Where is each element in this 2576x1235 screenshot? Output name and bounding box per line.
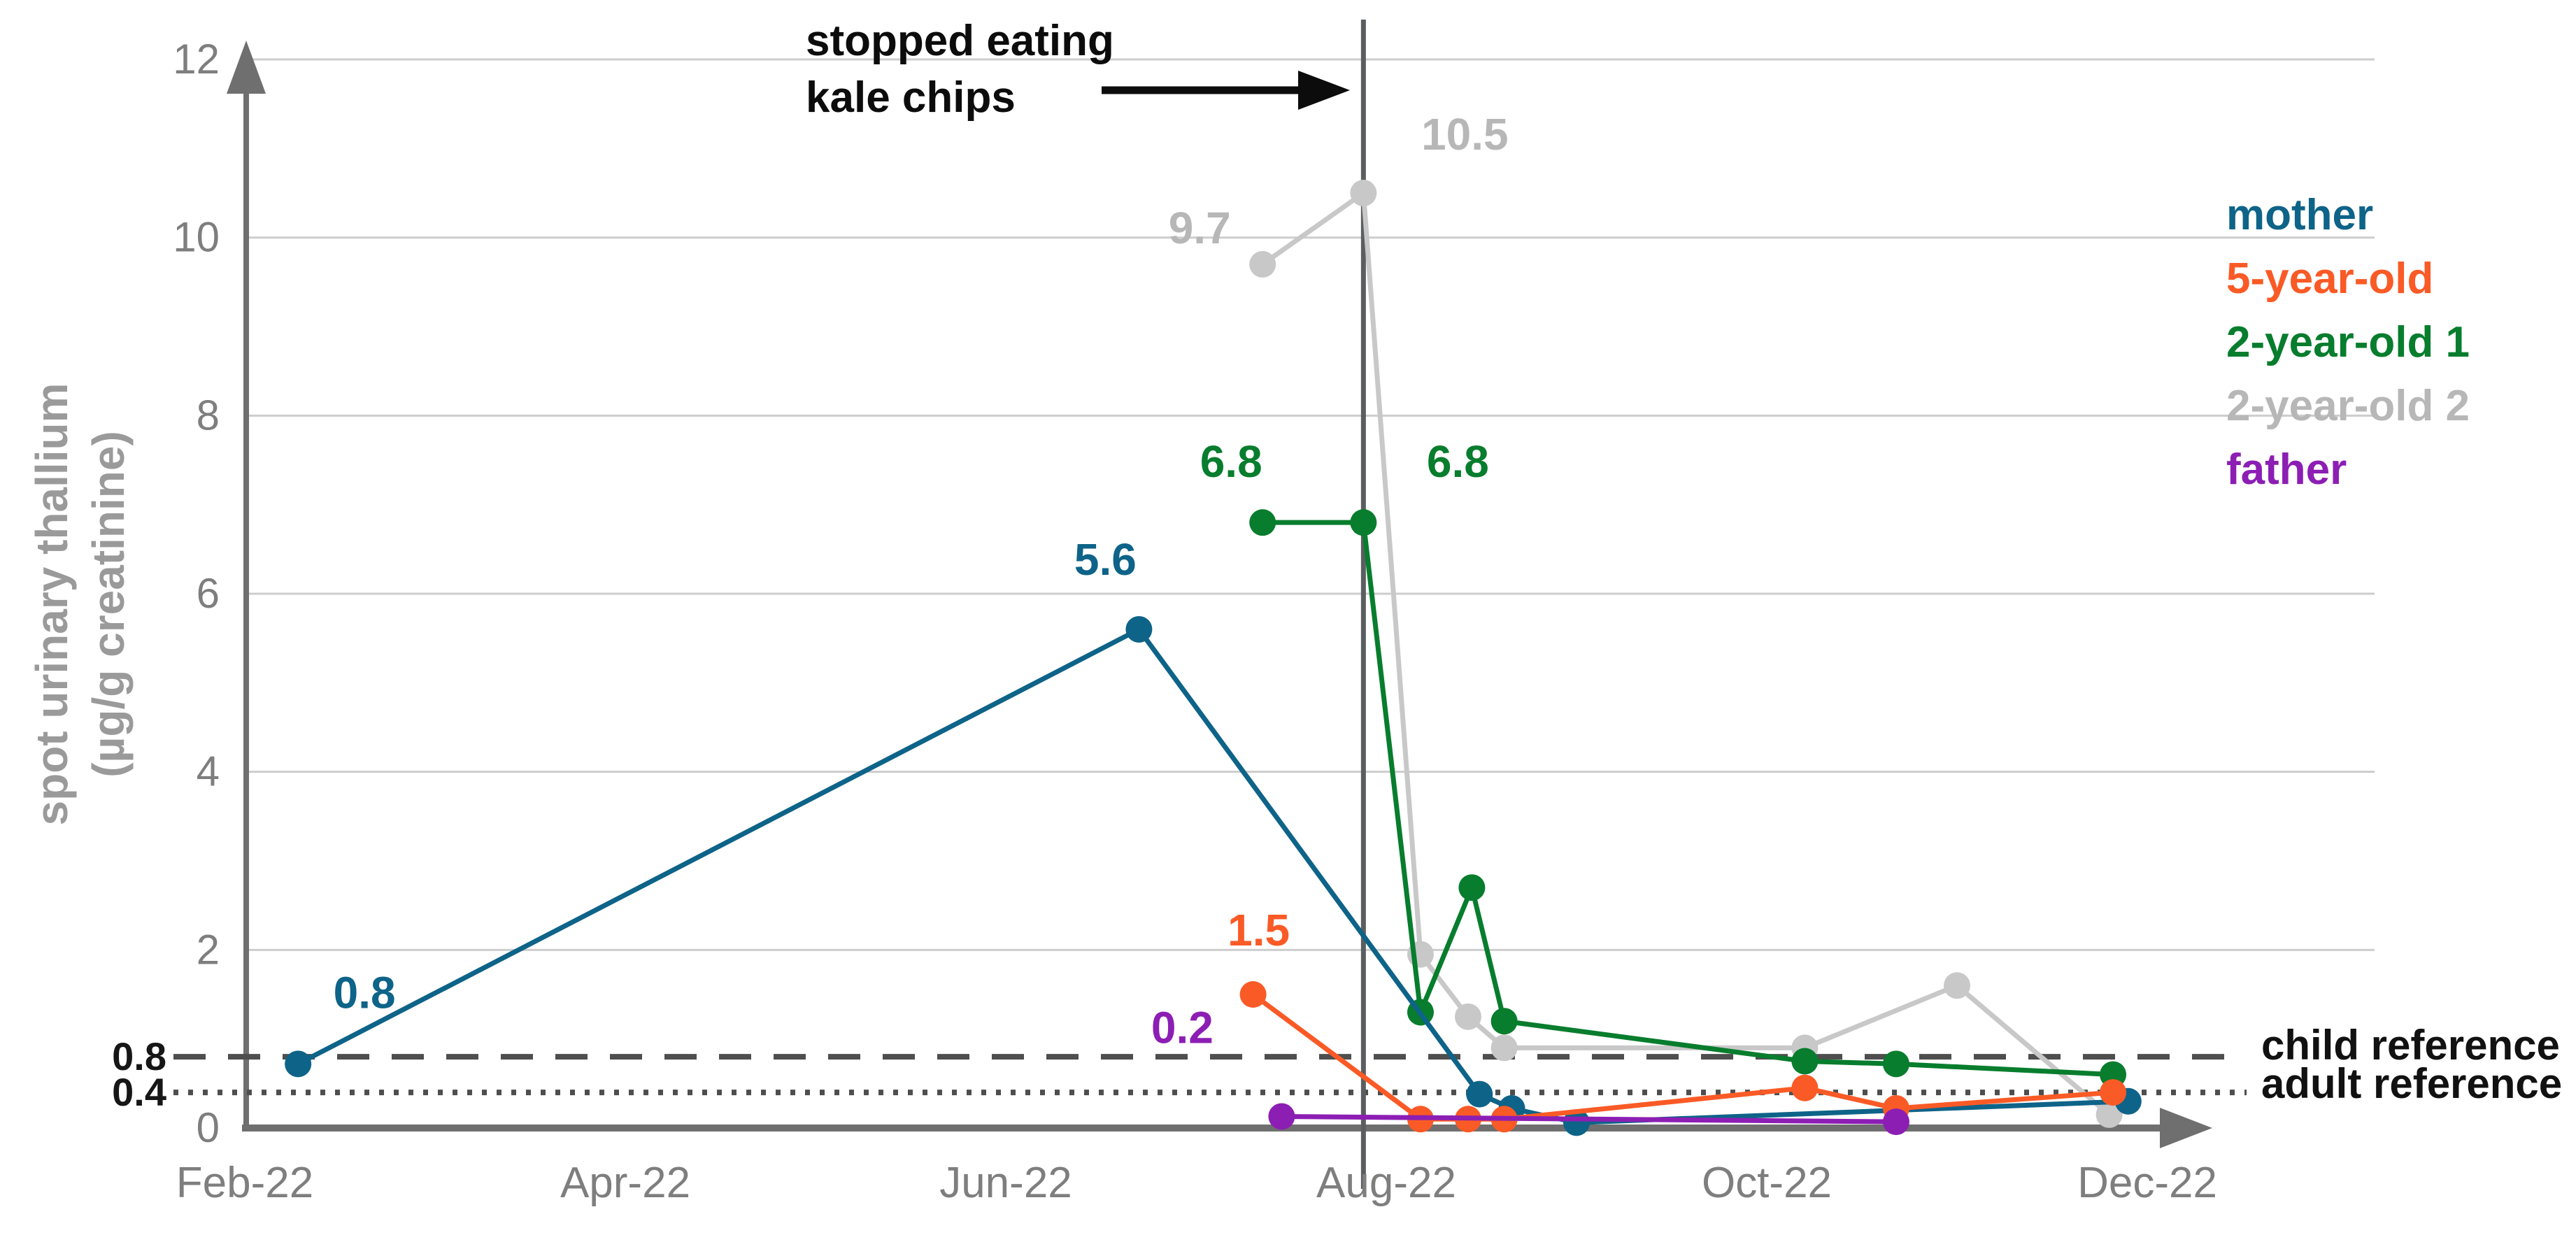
data-point-2-year-old-1-4 bbox=[1490, 1008, 1518, 1035]
y-tick-label-10: 10 bbox=[173, 214, 220, 261]
data-point-2-year-old-1-0 bbox=[1249, 509, 1276, 536]
data-point-2-year-old-2-1 bbox=[1350, 180, 1377, 207]
legend: mother 5-year-old 2-year-old 1 2-year-old 2… bbox=[2226, 183, 2470, 501]
adult-reference-value-label: 0.4 bbox=[112, 1070, 166, 1114]
x-tick-label-Jun-22: Jun-22 bbox=[939, 1159, 1072, 1207]
value-label-mother-5.6: 5.6 bbox=[1074, 534, 1137, 585]
value-label-2-year-old-1-6.8: 6.8 bbox=[1427, 436, 1489, 487]
value-label-mother-0.8: 0.8 bbox=[334, 967, 396, 1018]
data-point-2-year-old-1-5 bbox=[1791, 1048, 1819, 1075]
y-axis-title-line2: (µg/g creatinine) bbox=[83, 431, 134, 778]
data-point-5-year-old-0 bbox=[1239, 981, 1267, 1008]
series-line-2-year-old-2 bbox=[1261, 190, 2111, 1117]
data-point-2-year-old-1-1 bbox=[1350, 509, 1377, 536]
y-tick-label-2: 2 bbox=[197, 926, 220, 973]
data-point-mother-0 bbox=[285, 1050, 312, 1078]
data-point-father-1 bbox=[1882, 1108, 1909, 1136]
data-point-2-year-old-1-6 bbox=[1882, 1050, 1909, 1078]
data-point-mother-2 bbox=[1466, 1080, 1493, 1108]
data-point-2-year-old-2-3 bbox=[1454, 1003, 1481, 1030]
data-point-2-year-old-2-6 bbox=[1944, 972, 1970, 999]
x-tick-label-Dec-22: Dec-22 bbox=[2077, 1159, 2217, 1207]
event-annotation: stopped eating kale chips bbox=[806, 13, 1114, 126]
legend-item-father: father bbox=[2226, 445, 2347, 494]
y-tick-label-0: 0 bbox=[197, 1104, 220, 1151]
value-label-5-year-old-1.5: 1.5 bbox=[1227, 905, 1290, 955]
legend-item-mother: mother bbox=[2226, 191, 2374, 239]
data-point-5-year-old-6 bbox=[2100, 1079, 2127, 1106]
y-axis-title: spot urinary thallium (µg/g creatinine) bbox=[24, 255, 138, 954]
child-reference-label: child reference bbox=[2261, 1022, 2560, 1069]
data-point-mother-4 bbox=[1563, 1109, 1590, 1136]
event-annotation-line2: kale chips bbox=[806, 73, 1016, 122]
x-tick-label-Aug-22: Aug-22 bbox=[1316, 1159, 1456, 1207]
data-point-5-year-old-4 bbox=[1791, 1074, 1819, 1101]
x-tick-label-Apr-22: Apr-22 bbox=[560, 1159, 690, 1207]
adult-reference-label: adult reference bbox=[2261, 1060, 2563, 1107]
event-annotation-line1: stopped eating bbox=[806, 17, 1114, 65]
y-tick-label-12: 12 bbox=[173, 36, 220, 83]
x-axis-arrowhead-icon bbox=[2160, 1108, 2212, 1148]
legend-item-2-year-old-1: 2-year-old 1 bbox=[2226, 318, 2470, 366]
value-label-father-0.2: 0.2 bbox=[1151, 1002, 1214, 1052]
y-axis-title-line1: spot urinary thallium bbox=[27, 383, 77, 826]
data-point-mother-1 bbox=[1125, 615, 1153, 643]
data-point-2-year-old-2-7 bbox=[2095, 1101, 2123, 1128]
y-tick-label-6: 6 bbox=[197, 570, 220, 617]
data-point-2-year-old-2-4 bbox=[1490, 1034, 1518, 1062]
data-point-father-0 bbox=[1268, 1103, 1295, 1130]
y-tick-label-8: 8 bbox=[197, 392, 220, 438]
value-label-2-year-old-1-6.8: 6.8 bbox=[1200, 436, 1262, 487]
x-tick-label-Oct-22: Oct-22 bbox=[1702, 1159, 1832, 1207]
y-tick-label-4: 4 bbox=[197, 748, 220, 795]
annotation-arrow-head-icon bbox=[1298, 71, 1350, 110]
x-tick-label-Feb-22: Feb-22 bbox=[176, 1159, 313, 1207]
child-reference-value-label: 0.8 bbox=[112, 1034, 166, 1078]
data-point-2-year-old-2-0 bbox=[1249, 250, 1276, 278]
legend-item-2-year-old-2: 2-year-old 2 bbox=[2226, 382, 2470, 430]
value-label-2-year-old-2-9.7: 9.7 bbox=[1169, 203, 1231, 253]
value-label-2-year-old-2-10.5: 10.5 bbox=[1421, 109, 1509, 159]
data-point-2-year-old-1-3 bbox=[1458, 874, 1486, 901]
legend-item-5-year-old: 5-year-old bbox=[2226, 255, 2434, 303]
series-line-father bbox=[1281, 1113, 1896, 1125]
y-axis-arrowhead-icon bbox=[227, 41, 266, 94]
series-line-2-year-old-1 bbox=[1262, 520, 2114, 1078]
